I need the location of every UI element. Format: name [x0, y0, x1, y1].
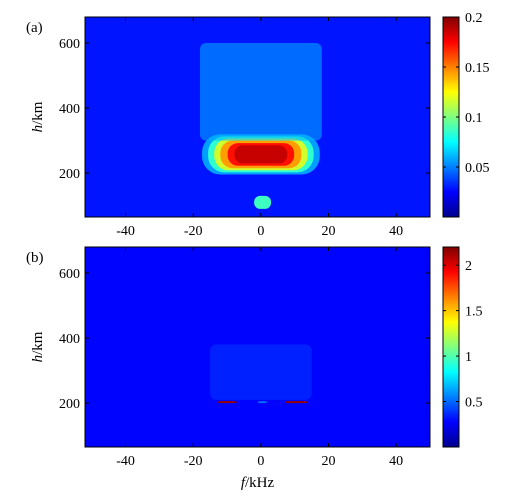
colorbar-tick-label: 0.1 [465, 111, 483, 126]
y-axis-label: h/km [30, 331, 46, 362]
x-tick-label: 40 [389, 454, 403, 469]
colorbar [442, 246, 460, 448]
colorbar-tick-label: 0.05 [465, 161, 490, 176]
plot-frame [84, 246, 431, 448]
heatmap-feature [254, 195, 272, 209]
heatmap-feature [210, 344, 312, 400]
heatmap-feature [284, 401, 309, 404]
heatmap-feature [216, 401, 238, 404]
heatmap-peak-layer [234, 145, 288, 164]
y-tick-label: 600 [59, 267, 80, 282]
x-tick-label: 40 [389, 224, 403, 239]
y-tick-label: 200 [59, 397, 80, 412]
y-tick-label: 400 [59, 102, 80, 117]
colorbar-tick-label: 0.2 [465, 11, 483, 26]
colorbar-tick-label: 2 [465, 259, 472, 274]
heatmap-panel-a [85, 17, 430, 217]
x-tick-label: 0 [257, 454, 264, 469]
heatmap-feature [257, 401, 268, 404]
x-tick-label: -40 [116, 454, 135, 469]
colorbar-tick-label: 1.5 [465, 305, 483, 320]
panel-label: (b) [26, 250, 44, 266]
y-axis-label: h/km [30, 101, 46, 132]
plot-frame [84, 16, 431, 218]
y-tick-label: 400 [59, 332, 80, 347]
colorbar-tick-label: 0.5 [465, 396, 483, 411]
heatmap-panel-b [85, 247, 430, 447]
colorbar-tick-label: 1 [465, 350, 472, 365]
x-tick-label: 20 [322, 454, 336, 469]
colorbar-tick-label: 0.15 [465, 61, 490, 76]
x-tick-label: 20 [322, 224, 336, 239]
panel-label: (a) [26, 20, 43, 36]
x-axis-label: f/kHz [241, 475, 275, 491]
heatmap-feature [200, 43, 322, 141]
y-tick-label: 600 [59, 37, 80, 52]
x-tick-label: -20 [184, 454, 203, 469]
x-tick-label: -40 [116, 224, 135, 239]
x-tick-label: -20 [184, 224, 203, 239]
y-tick-label: 200 [59, 167, 80, 182]
x-tick-label: 0 [257, 224, 264, 239]
